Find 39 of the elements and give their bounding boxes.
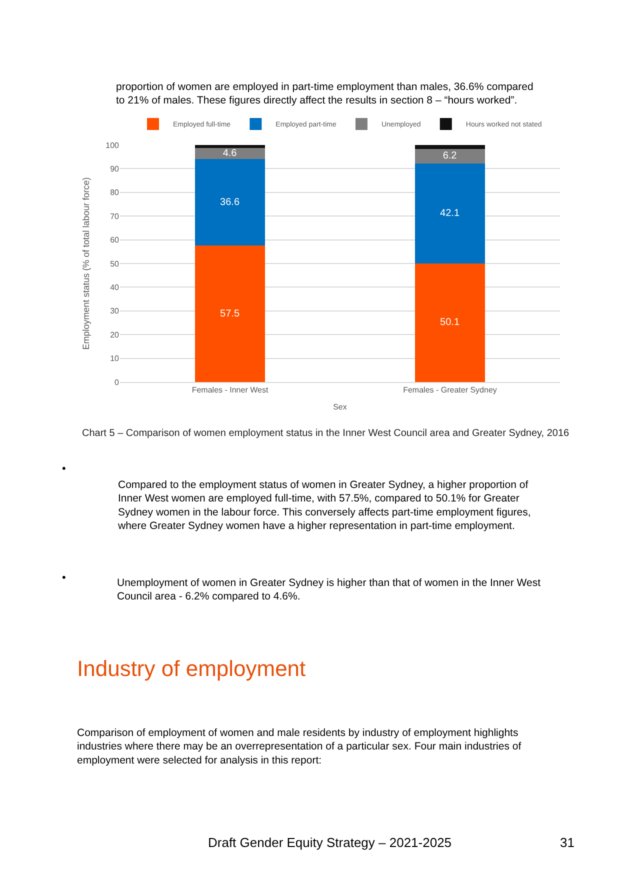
y-tick-label: 50 [110, 259, 120, 268]
y-tick-label: 90 [110, 164, 120, 174]
bar [414, 163, 486, 264]
bar [194, 158, 266, 246]
data-label: 36.6 [220, 196, 240, 208]
data-label: 42.1 [440, 208, 460, 219]
text: • [62, 572, 66, 584]
y-tick-label: 80 [110, 188, 120, 198]
y-tick-label: 30 [110, 306, 120, 316]
bar [414, 263, 486, 382]
data-label: 50.1 [440, 317, 460, 328]
y-tick-label: 0 [114, 378, 120, 387]
y-tick-label: 40 [110, 283, 120, 292]
y-tick-label: 10 [110, 354, 120, 364]
text: 31 [560, 835, 574, 850]
y-tick-label: 70 [110, 212, 120, 221]
text: Chart 5 – Comparison of women employment status in the Inner West Council area and Greater Sydney, 2016 [82, 428, 570, 439]
y-tick-label: 60 [110, 236, 120, 245]
bar [194, 148, 266, 159]
y-tick-label: 100 [106, 140, 120, 150]
bar [414, 148, 486, 164]
data-label: 57.5 [220, 308, 240, 320]
data-label: 6.2 [442, 150, 458, 162]
x-axis-title: Sex [333, 402, 347, 412]
text: Comparison of employment of women and male residents by industry of employment highlights industries where there may be an overrepresentation of a particular sex. Four main industries of employment were selected for analysis in this report: [77, 727, 522, 766]
y-tick-label: 20 [110, 330, 120, 340]
text: Industry of employment [77, 656, 306, 681]
text: proportion of women are employed in part-time employment than males, 36.6% compared to 21% of males. These figures directly affect the results in section 8 – “hours worked”. [116, 81, 534, 107]
x-tick-label: Females - Greater Sydney [403, 386, 497, 395]
text: Unemployment of women in Greater Sydney is higher than that of women in the Inner West Council area - 6.2% compared to 4.6%. [117, 577, 541, 603]
text: Draft Gender Equity Strategy – 2021-2025 [208, 835, 452, 850]
bar [194, 246, 266, 382]
text: • [62, 463, 66, 475]
y-axis-title: Employment status (% of total labour force) [80, 177, 91, 350]
x-tick-label: Females - Inner West [192, 386, 269, 395]
bar [194, 145, 266, 148]
bar [414, 145, 486, 149]
text: Compared to the employment status of women in Greater Sydney, a higher proportion of Inner West women are employed full-time, with 57.5%, compared to 50.1% for Greater Sydney women in the labour force. This conversely affects part-time employment figures, where Greater Sydney women have a higher representation in part-time employment. [117, 479, 531, 532]
data-label: 4.6 [222, 148, 238, 160]
